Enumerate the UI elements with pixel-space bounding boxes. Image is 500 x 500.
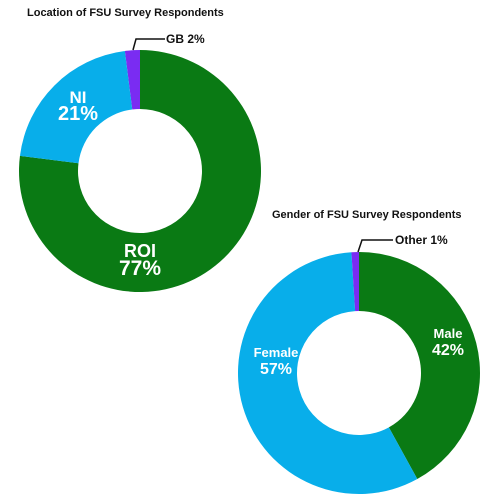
location-chart-title: Location of FSU Survey Respondents [27,7,224,19]
callout-label-gb: GB 2% [166,32,205,46]
slice-ni [19,50,133,164]
slice-value-male: 42% [432,342,464,359]
slice-label-roi: ROI [124,241,156,261]
slice-value-roi: 77% [119,257,161,280]
slice-other [351,252,359,312]
callout-line-other [357,239,393,253]
gender-chart-title: Gender of FSU Survey Respondents [272,209,462,221]
slice-value-ni: 21% [58,103,98,125]
slice-label-female: Female [254,345,299,360]
callout-label-other: Other 1% [395,233,448,247]
slice-female [237,252,418,494]
slice-label-male: Male [434,326,463,341]
slice-gb [124,50,140,110]
slice-value-female: 57% [260,361,292,378]
slice-male [359,252,480,480]
callout-line-gb [132,38,165,51]
slice-label-ni: NI [70,88,87,107]
slice-roi [19,50,261,292]
